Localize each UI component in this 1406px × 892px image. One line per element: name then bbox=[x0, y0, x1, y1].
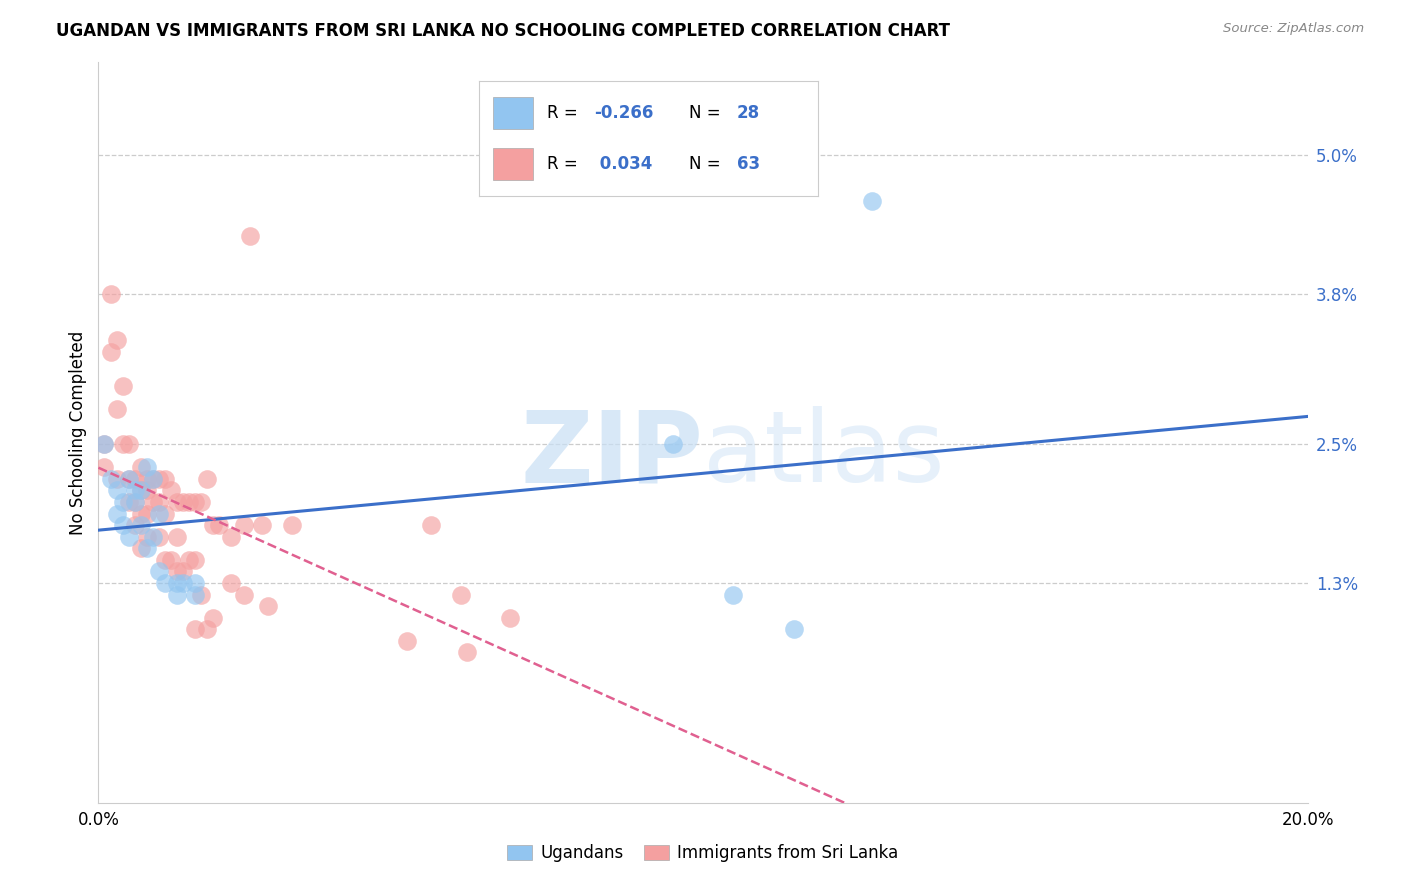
Point bbox=[135, 472, 157, 486]
Point bbox=[142, 472, 165, 486]
Point bbox=[232, 518, 254, 533]
Point bbox=[153, 507, 176, 521]
Point bbox=[498, 610, 520, 624]
Legend: Ugandans, Immigrants from Sri Lanka: Ugandans, Immigrants from Sri Lanka bbox=[501, 838, 905, 869]
Point bbox=[142, 472, 165, 486]
Point bbox=[148, 530, 170, 544]
Point bbox=[190, 495, 212, 509]
Point bbox=[166, 565, 188, 579]
Point bbox=[148, 495, 170, 509]
Point bbox=[172, 576, 194, 591]
Point bbox=[129, 518, 152, 533]
Point bbox=[111, 379, 134, 393]
Point bbox=[105, 333, 128, 347]
Point bbox=[118, 437, 141, 451]
Point bbox=[111, 518, 134, 533]
Point bbox=[783, 622, 806, 636]
Point bbox=[118, 530, 141, 544]
Point bbox=[105, 507, 128, 521]
Point bbox=[148, 565, 170, 579]
Point bbox=[184, 576, 207, 591]
Point bbox=[166, 495, 188, 509]
Point bbox=[135, 530, 157, 544]
Point bbox=[160, 553, 183, 567]
Point bbox=[111, 495, 134, 509]
Point bbox=[450, 588, 472, 602]
Point bbox=[221, 576, 243, 591]
Point bbox=[281, 518, 304, 533]
Point bbox=[135, 483, 157, 498]
Point bbox=[148, 472, 170, 486]
Point bbox=[256, 599, 278, 614]
Point bbox=[124, 472, 146, 486]
Point bbox=[190, 588, 212, 602]
Point bbox=[124, 495, 146, 509]
Point bbox=[135, 541, 157, 556]
Point bbox=[93, 460, 115, 475]
Point bbox=[202, 518, 225, 533]
Point bbox=[100, 344, 122, 359]
Point bbox=[153, 576, 176, 591]
Point bbox=[105, 483, 128, 498]
Point bbox=[160, 483, 183, 498]
Point bbox=[129, 483, 152, 498]
Point bbox=[166, 576, 188, 591]
Point bbox=[135, 460, 157, 475]
Point bbox=[135, 507, 157, 521]
Point bbox=[93, 437, 115, 451]
Point bbox=[184, 588, 207, 602]
Point bbox=[208, 518, 231, 533]
Point bbox=[221, 530, 243, 544]
Point bbox=[661, 437, 683, 451]
Point bbox=[105, 472, 128, 486]
Point bbox=[239, 229, 262, 244]
Point bbox=[129, 483, 152, 498]
Point bbox=[118, 472, 141, 486]
Point bbox=[456, 645, 478, 659]
Point bbox=[129, 507, 152, 521]
Point bbox=[195, 622, 218, 636]
Point bbox=[93, 437, 115, 451]
Point bbox=[184, 622, 207, 636]
Point bbox=[202, 610, 225, 624]
Text: atlas: atlas bbox=[703, 407, 945, 503]
Point bbox=[153, 553, 176, 567]
Point bbox=[184, 495, 207, 509]
Point bbox=[129, 460, 152, 475]
Point bbox=[860, 194, 883, 209]
Point bbox=[172, 565, 194, 579]
Point bbox=[232, 588, 254, 602]
Point bbox=[118, 495, 141, 509]
Point bbox=[118, 472, 141, 486]
Text: Source: ZipAtlas.com: Source: ZipAtlas.com bbox=[1223, 22, 1364, 36]
Point bbox=[100, 286, 122, 301]
Point bbox=[166, 530, 188, 544]
Point bbox=[100, 472, 122, 486]
Point bbox=[166, 588, 188, 602]
Point bbox=[129, 541, 152, 556]
Point bbox=[124, 518, 146, 533]
Point bbox=[148, 507, 170, 521]
Point bbox=[124, 483, 146, 498]
Point bbox=[723, 588, 745, 602]
Point bbox=[179, 495, 201, 509]
Point bbox=[420, 518, 443, 533]
Text: UGANDAN VS IMMIGRANTS FROM SRI LANKA NO SCHOOLING COMPLETED CORRELATION CHART: UGANDAN VS IMMIGRANTS FROM SRI LANKA NO … bbox=[56, 22, 950, 40]
Point bbox=[172, 495, 194, 509]
Point bbox=[124, 495, 146, 509]
Point bbox=[111, 437, 134, 451]
Y-axis label: No Schooling Completed: No Schooling Completed bbox=[69, 331, 87, 534]
Point bbox=[179, 553, 201, 567]
Point bbox=[153, 472, 176, 486]
Point bbox=[250, 518, 273, 533]
Point bbox=[195, 472, 218, 486]
Point bbox=[105, 402, 128, 417]
Point bbox=[142, 530, 165, 544]
Text: ZIP: ZIP bbox=[520, 407, 703, 503]
Point bbox=[142, 495, 165, 509]
Point bbox=[395, 633, 418, 648]
Point bbox=[184, 553, 207, 567]
